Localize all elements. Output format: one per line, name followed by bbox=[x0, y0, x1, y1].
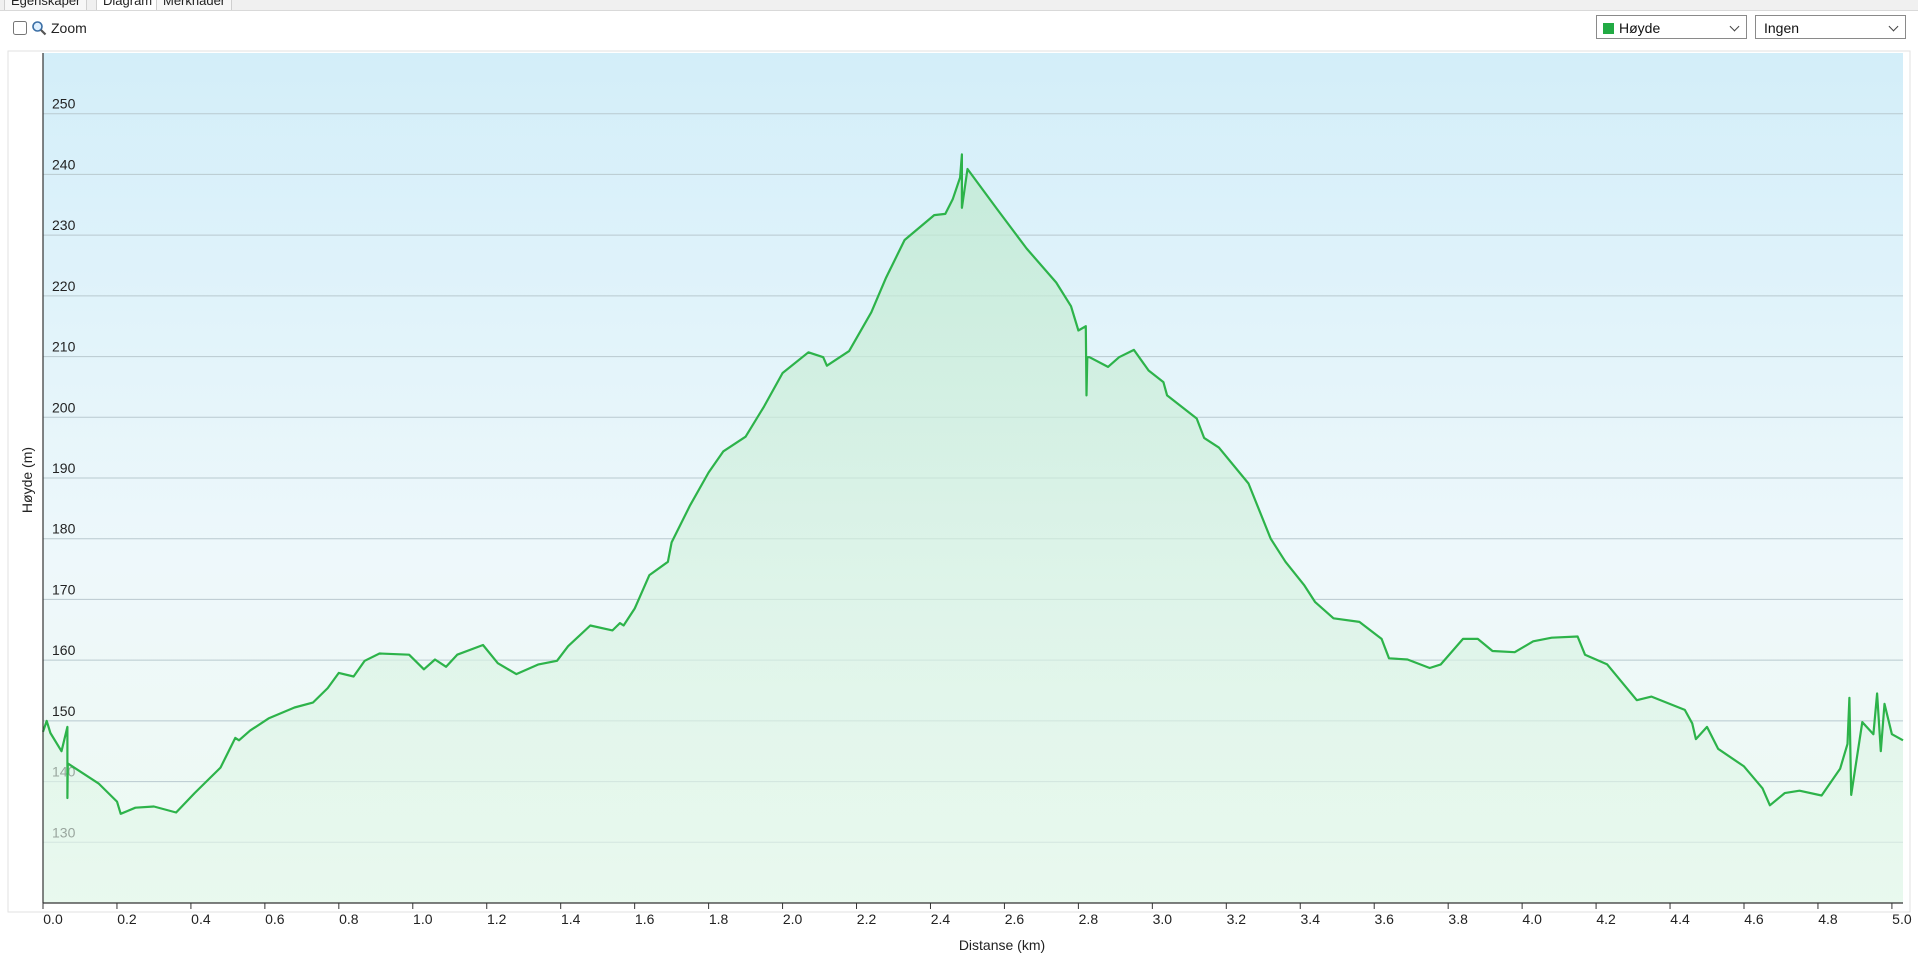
y-tick-label: 150 bbox=[52, 703, 76, 719]
x-tick-label: 1.6 bbox=[635, 911, 655, 927]
x-tick-label: 3.4 bbox=[1301, 911, 1321, 927]
zoom-label: Zoom bbox=[51, 20, 87, 36]
y-tick-label: 250 bbox=[52, 96, 76, 112]
x-tick-label: 0.0 bbox=[43, 911, 63, 927]
y-tick-label: 130 bbox=[52, 824, 76, 840]
y-tick-label: 220 bbox=[52, 278, 76, 294]
y-tick-label: 210 bbox=[52, 339, 76, 355]
zoom-icon bbox=[32, 21, 47, 36]
x-tick-label: 1.2 bbox=[487, 911, 507, 927]
x-tick-label: 2.8 bbox=[1079, 911, 1099, 927]
x-tick-label: 4.0 bbox=[1522, 911, 1542, 927]
x-tick-label: 0.4 bbox=[191, 911, 211, 927]
x-tick-label: 2.6 bbox=[1005, 911, 1025, 927]
tab[interactable]: Merknader bbox=[156, 0, 233, 10]
y-tick-label: 190 bbox=[52, 460, 76, 476]
y-axis-title: Høyde (m) bbox=[19, 447, 35, 513]
chart-frame bbox=[7, 50, 1911, 913]
x-tick-label: 3.6 bbox=[1374, 911, 1394, 927]
y-tick-label: 140 bbox=[52, 764, 76, 780]
x-tick-label: 4.8 bbox=[1818, 911, 1838, 927]
x-tick-label: 0.2 bbox=[117, 911, 137, 927]
x-tick-label: 1.0 bbox=[413, 911, 433, 927]
plot-background bbox=[43, 53, 1903, 903]
x-tick-label: 2.2 bbox=[857, 911, 877, 927]
x-tick-label: 4.2 bbox=[1596, 911, 1616, 927]
x-tick-label: 3.8 bbox=[1448, 911, 1468, 927]
x-tick-label: 4.4 bbox=[1670, 911, 1690, 927]
x-tick-label: 1.4 bbox=[561, 911, 581, 927]
series-dropdown[interactable]: Høyde bbox=[1596, 15, 1747, 39]
y-tick-label: 200 bbox=[52, 399, 76, 415]
series-swatch bbox=[1603, 23, 1614, 34]
y-tick-label: 180 bbox=[52, 521, 76, 537]
x-tick-label: 3.2 bbox=[1227, 911, 1247, 927]
x-tick-label: 2.4 bbox=[931, 911, 951, 927]
x-tick-label: 1.8 bbox=[709, 911, 729, 927]
x-tick-label: 2.0 bbox=[783, 911, 803, 927]
y-tick-label: 160 bbox=[52, 642, 76, 658]
x-tick-label: 5.0 bbox=[1892, 911, 1912, 927]
zoom-checkbox[interactable] bbox=[13, 21, 27, 35]
y-tick-label: 230 bbox=[52, 217, 76, 233]
dropdown-value: Høyde bbox=[1619, 20, 1661, 36]
tab[interactable]: Egenskaper bbox=[4, 0, 88, 10]
tab[interactable]: Diagram bbox=[96, 0, 160, 10]
x-tick-label: 3.0 bbox=[1153, 911, 1173, 927]
tab-bar: Egenskaper Diagram Merknader bbox=[0, 0, 1918, 11]
elevation-area bbox=[43, 154, 1903, 903]
toolbar: Zoom Høyde Ingen bbox=[0, 11, 1918, 49]
y-tick-label: 240 bbox=[52, 156, 76, 172]
dropdown-value: Ingen bbox=[1764, 20, 1800, 36]
x-tick-label: 0.8 bbox=[339, 911, 359, 927]
zoom-toggle[interactable]: Zoom bbox=[13, 20, 87, 36]
y-tick-label: 170 bbox=[52, 581, 76, 597]
x-axis-title: Distanse (km) bbox=[959, 937, 1045, 953]
secondary-dropdown[interactable]: Ingen bbox=[1755, 15, 1906, 39]
elevation-line bbox=[41, 153, 1904, 815]
x-tick-label: 4.6 bbox=[1744, 911, 1764, 927]
x-tick-label: 0.6 bbox=[265, 911, 285, 927]
